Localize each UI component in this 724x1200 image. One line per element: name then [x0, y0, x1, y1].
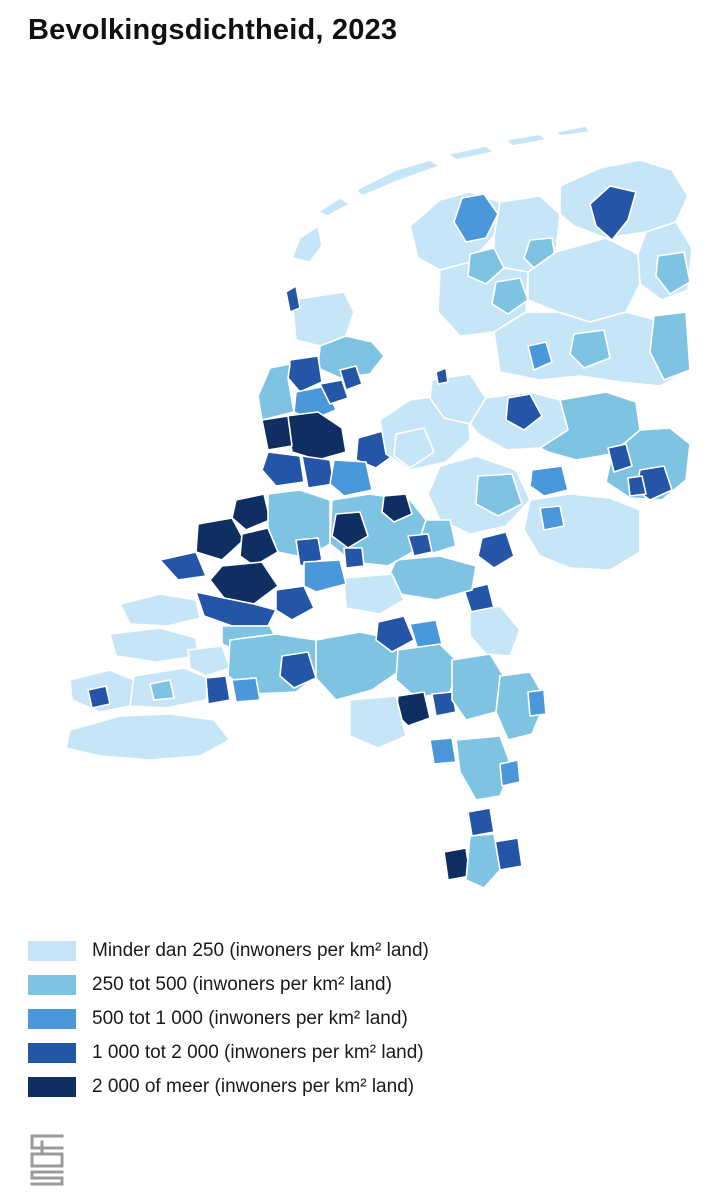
region-midden-brabant: [315, 631, 405, 701]
region-sittard: [467, 807, 495, 837]
region-leiden: [231, 493, 271, 531]
region-bergen-op-zoom: [205, 675, 231, 705]
region-heerenveen: [491, 277, 529, 315]
region-wadden-schiermonnikoog: [505, 133, 547, 147]
legend-label: 2 000 of meer (inwoners per km² land): [92, 1076, 415, 1097]
region-arnhem: [477, 531, 515, 569]
region-weert: [429, 737, 457, 765]
region-noord-limburg: [495, 671, 547, 741]
region-urk: [435, 367, 449, 385]
map-legend: Minder dan 250 (inwoners per km² land) 2…: [28, 934, 429, 1104]
region-amersfoort: [381, 493, 413, 523]
region-helmond: [431, 691, 457, 717]
legend-item: 1 000 tot 2 000 (inwoners per km² land): [28, 1036, 429, 1070]
region-den-bosch: [375, 615, 415, 653]
region-deventer: [529, 465, 569, 497]
region-groningen-city: [589, 185, 637, 241]
legend-item: 2 000 of meer (inwoners per km² land): [28, 1070, 429, 1104]
region-meierij: [395, 643, 461, 699]
region-sneek: [467, 247, 505, 285]
region-roermond: [499, 759, 521, 787]
region-haarlemmermeer: [261, 451, 305, 487]
region-overijssel-mid: [539, 391, 641, 461]
region-venlo: [527, 689, 547, 717]
map-layer-base: [65, 125, 693, 889]
region-tholen: [187, 645, 231, 677]
page-title: Bevolkingsdichtheid, 2023: [28, 14, 398, 46]
region-purmerend: [319, 379, 349, 405]
region-gooi: [329, 459, 373, 497]
region-meppel: [527, 341, 553, 371]
region-gouda: [295, 537, 323, 567]
region-nh-north: [291, 291, 355, 347]
region-hengelo: [627, 475, 647, 497]
region-rivierenland: [343, 573, 405, 615]
region-veenendaal: [407, 533, 433, 557]
region-hoorn: [339, 365, 363, 391]
region-haarlem: [261, 415, 293, 451]
choropleth-map: [65, 125, 693, 889]
legend-swatch: [28, 975, 76, 995]
region-achterhoek: [523, 493, 641, 571]
cbs-logo-icon: [30, 1134, 64, 1186]
legend-item: 250 tot 500 (inwoners per km² land): [28, 968, 429, 1002]
region-midden-limburg: [455, 735, 513, 801]
legend-item: 500 tot 1 000 (inwoners per km² land): [28, 1002, 429, 1036]
region-zwolle: [505, 393, 543, 431]
legend-swatch: [28, 1009, 76, 1029]
region-breda: [279, 651, 317, 689]
region-drechtsteden: [303, 559, 347, 593]
region-schouwen: [109, 627, 199, 663]
region-middelburg: [87, 685, 111, 709]
legend-swatch: [28, 1043, 76, 1063]
legend-label: Minder dan 250 (inwoners per km² land): [92, 940, 429, 961]
region-almelo: [607, 443, 633, 473]
region-goeree: [119, 593, 201, 627]
region-land-van-cuijk: [469, 605, 521, 657]
region-doetinchem: [539, 505, 565, 531]
legend-label: 500 tot 1 000 (inwoners per km² land): [92, 1008, 408, 1029]
region-amsterdam: [285, 411, 347, 461]
region-emmen: [649, 311, 691, 381]
region-utrecht-city: [331, 511, 369, 549]
legend-swatch: [28, 941, 76, 961]
region-wadden-vlieland: [317, 197, 351, 217]
region-goes: [149, 679, 175, 701]
region-zeeuws-vlaanderen: [65, 713, 231, 761]
region-lelystad: [393, 427, 435, 469]
region-nh-coast: [257, 363, 295, 421]
region-nh-westfriesland: [317, 335, 385, 379]
region-veendam: [655, 251, 691, 295]
legend-item: Minder dan 250 (inwoners per km² land): [28, 934, 429, 968]
region-amstelveen: [301, 455, 335, 489]
region-kempen: [349, 695, 407, 749]
region-zuid-limburg: [465, 833, 501, 889]
region-nieuwegein: [343, 547, 365, 569]
legend-label: 250 tot 500 (inwoners per km² land): [92, 974, 392, 995]
region-apeldoorn: [475, 473, 523, 517]
region-wadden-texel: [291, 225, 323, 263]
region-wadden-rottum: [555, 125, 591, 137]
legend-swatch: [28, 1077, 76, 1097]
region-dordrecht: [275, 585, 315, 621]
region-alkmaar: [287, 355, 323, 393]
region-rotterdam-south: [195, 591, 277, 627]
region-wadden-terschelling: [355, 159, 441, 197]
region-westland: [159, 551, 207, 581]
legend-label: 1 000 tot 2 000 (inwoners per km² land): [92, 1042, 424, 1063]
region-den-helder: [285, 285, 301, 313]
region-hoogeveen: [569, 329, 611, 369]
region-den-haag: [195, 517, 245, 561]
region-wadden-ameland: [447, 145, 495, 161]
region-oss: [409, 619, 443, 651]
region-roosendaal: [231, 677, 261, 703]
region-delft-zoetermeer: [239, 527, 279, 567]
region-leeuwarden: [453, 193, 499, 243]
